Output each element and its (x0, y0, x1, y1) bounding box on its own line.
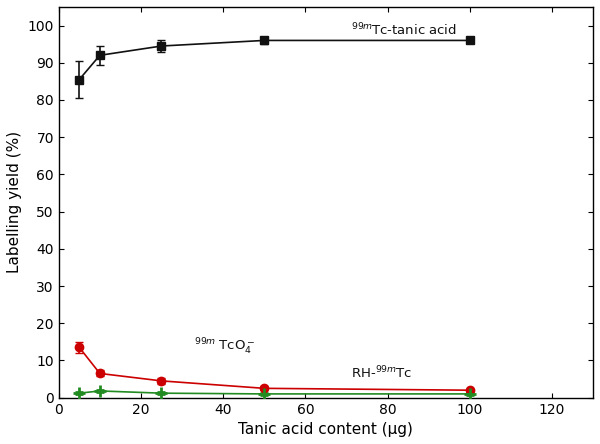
Text: RH-$^{99m}$Tc: RH-$^{99m}$Tc (350, 364, 412, 381)
Y-axis label: Labelling yield (%): Labelling yield (%) (7, 131, 22, 274)
Text: $^{99m}$ TcO$_4^-$: $^{99m}$ TcO$_4^-$ (194, 337, 256, 357)
Text: $^{99m}$Tc-tanic acid: $^{99m}$Tc-tanic acid (350, 22, 457, 39)
X-axis label: Tanic acid content (μg): Tanic acid content (μg) (238, 422, 413, 437)
